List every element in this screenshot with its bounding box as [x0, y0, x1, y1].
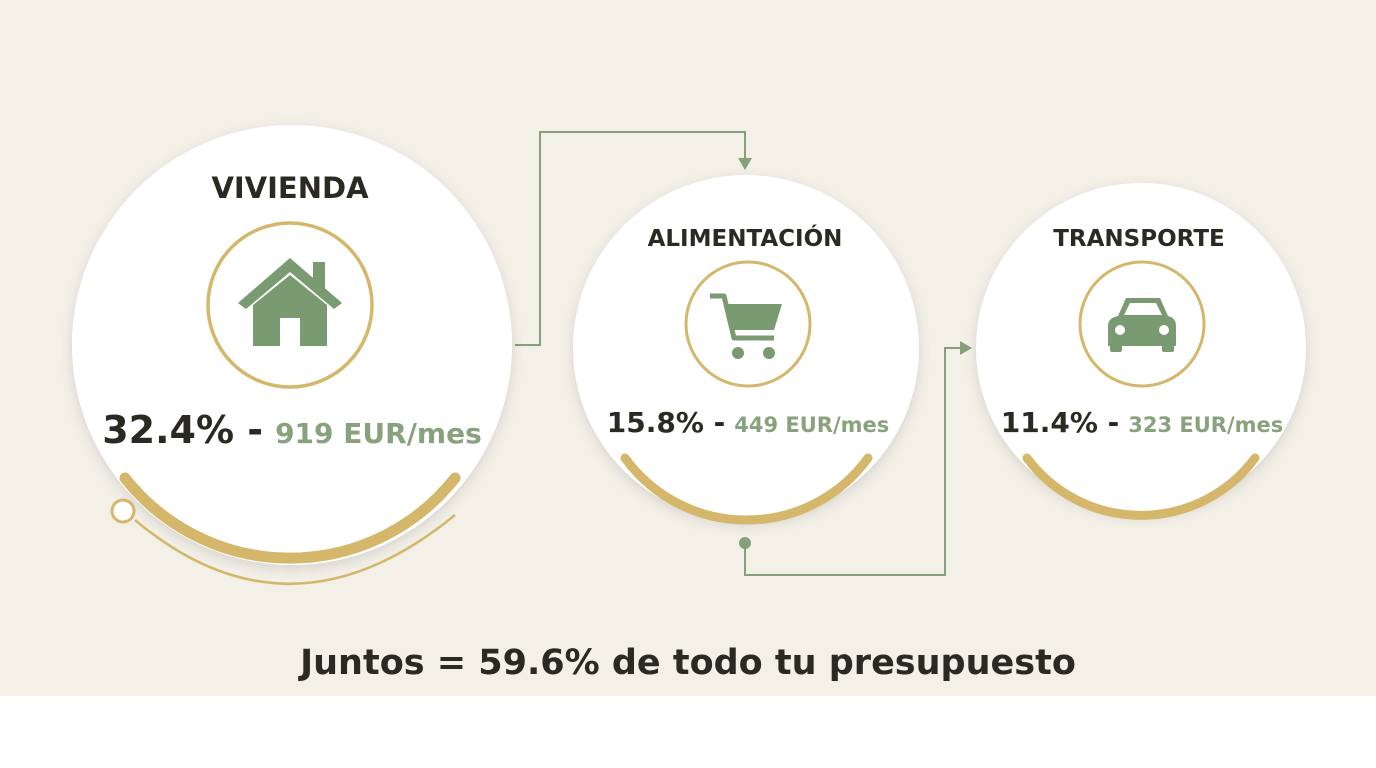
node-amount: 449 EUR/mes — [734, 413, 889, 437]
icon-ring — [206, 221, 374, 389]
node-vivienda: VIVIENDA 32.4% - 919 EUR/mes — [72, 125, 512, 585]
node-amount: 919 EUR/mes — [275, 417, 482, 450]
connector-dot — [739, 537, 751, 549]
node-circle — [976, 183, 1306, 513]
gauge-arc — [1022, 453, 1260, 520]
node-label: VIVIENDA — [211, 171, 369, 205]
icon-ring — [684, 260, 812, 388]
node-value: 15.8% - 449 EUR/mes — [607, 406, 890, 439]
footer-text: Juntos = 59.6% de todo tu presupuesto — [298, 643, 1076, 683]
arrow-head — [738, 158, 752, 170]
decor-dot — [110, 498, 136, 524]
gauge-arc — [620, 453, 873, 525]
house-icon — [238, 258, 342, 346]
node-percent: 15.8% - — [607, 406, 726, 439]
node-percent: 11.4% - — [1001, 406, 1120, 439]
connector — [515, 131, 746, 346]
node-alimentacion: ALIMENTACIÓN 15.8% - 449 EUR/mes — [573, 175, 919, 525]
car-icon — [1108, 298, 1176, 352]
node-percent: 32.4% - — [102, 408, 263, 452]
gauge-arc — [119, 472, 461, 564]
node-circle — [573, 175, 919, 521]
cart-icon — [710, 293, 782, 359]
node-amount: 323 EUR/mes — [1128, 413, 1283, 437]
connector — [744, 347, 962, 576]
icon-ring — [1078, 260, 1206, 388]
connectors — [515, 131, 962, 576]
decor-arc — [134, 514, 456, 585]
node-label: ALIMENTACIÓN — [648, 224, 843, 252]
node-value: 11.4% - 323 EUR/mes — [1001, 406, 1284, 439]
node-circle — [72, 125, 512, 565]
node-transporte: TRANSPORTE 11.4% - 323 EUR/mes — [976, 183, 1306, 520]
node-value: 32.4% - 919 EUR/mes — [102, 408, 482, 452]
arrow-head — [960, 341, 972, 355]
node-label: TRANSPORTE — [1053, 226, 1225, 252]
